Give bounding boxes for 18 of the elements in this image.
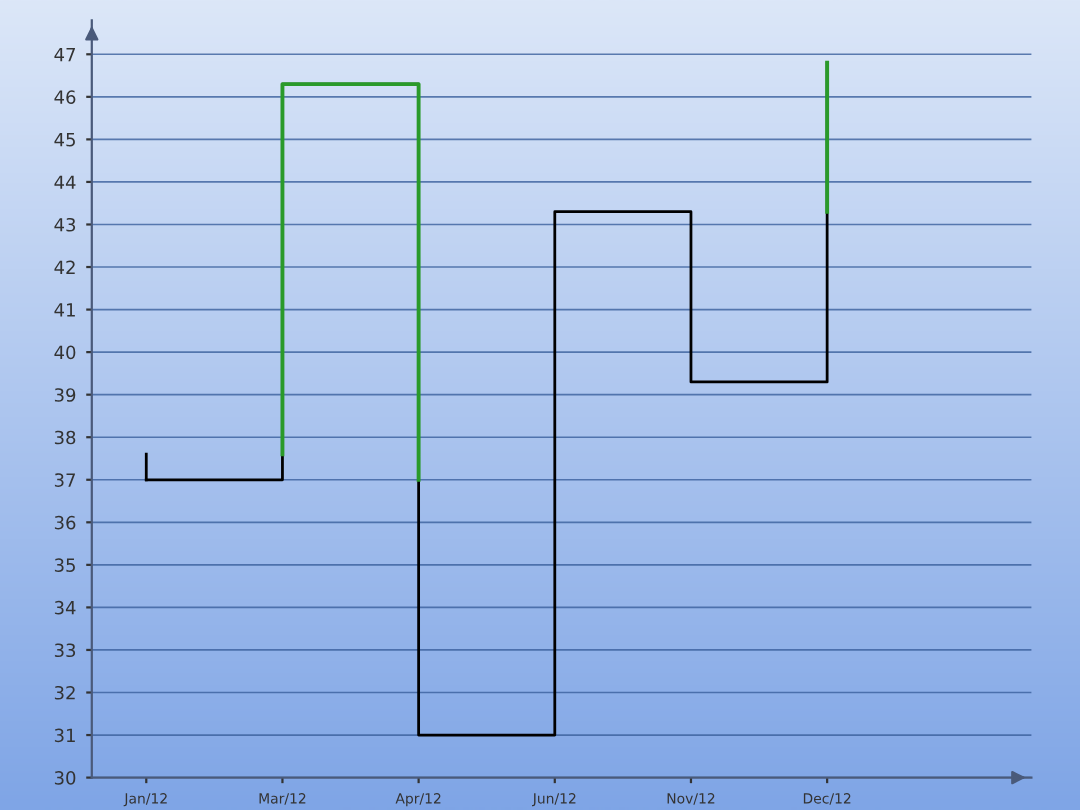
y-tick-label: 32: [54, 685, 75, 700]
y-tick-label: 46: [54, 90, 76, 104]
y-tick-label: 44: [54, 175, 76, 189]
y-tick-label: 40: [54, 345, 76, 360]
y-tick-label: 39: [54, 388, 76, 402]
y-tick-label: 35: [54, 558, 75, 572]
y-tick-label: 37: [54, 473, 75, 487]
y-tick-label: 38: [54, 430, 76, 445]
y-tick-label: 41: [54, 303, 75, 317]
y-tick-label: 43: [54, 217, 76, 232]
y-tick-label: 36: [54, 515, 76, 530]
y-tick-label: 47: [54, 47, 75, 62]
y-tick-label: 30: [54, 771, 76, 785]
y-tick-label: 45: [54, 133, 75, 147]
y-tick-label: 42: [54, 260, 75, 274]
y-tick-label: 33: [54, 643, 76, 658]
y-tick-label: 31: [54, 728, 75, 743]
y-tick-label: 34: [54, 600, 76, 615]
